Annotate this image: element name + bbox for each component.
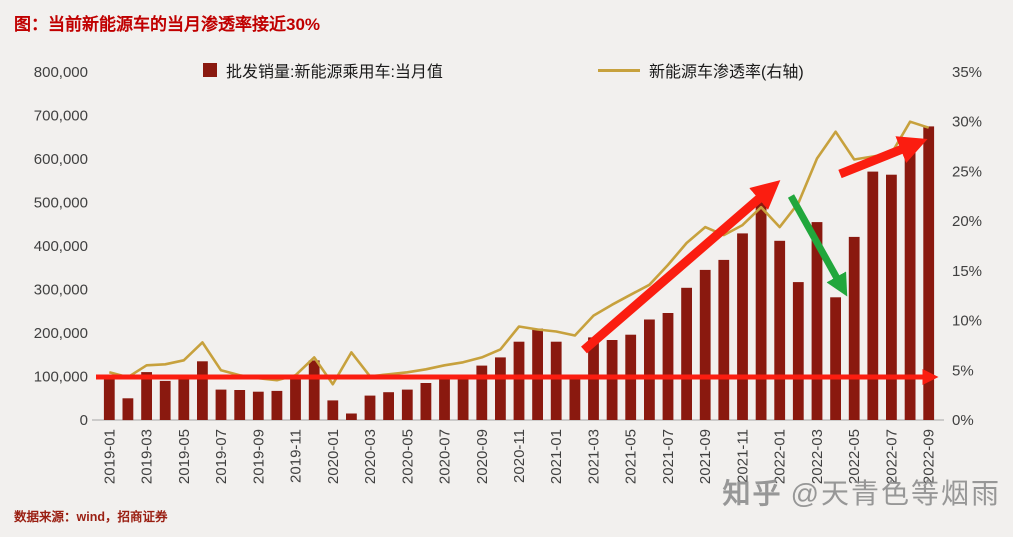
legend-item-line: 新能源车渗透率(右轴) <box>598 58 804 82</box>
svg-text:2020-09: 2020-09 <box>474 429 491 484</box>
svg-text:2022-07: 2022-07 <box>883 429 900 484</box>
svg-text:300,000: 300,000 <box>34 282 88 299</box>
watermark: 知乎 @天青色等烟雨 <box>723 472 1001 512</box>
page-title: 图：当前新能源车的当月渗透率接近30% <box>14 15 321 34</box>
svg-text:2022-09: 2022-09 <box>921 429 938 484</box>
svg-text:2020-03: 2020-03 <box>362 429 379 484</box>
svg-text:600,000: 600,000 <box>34 151 88 168</box>
uptrend-arrow-2 <box>838 136 928 179</box>
downtrend-arrow <box>787 194 848 297</box>
svg-text:2022-03: 2022-03 <box>809 429 826 484</box>
svg-text:0%: 0% <box>952 412 974 429</box>
svg-text:2019-11: 2019-11 <box>288 429 305 483</box>
bar-series-swatch <box>203 63 217 77</box>
svg-text:35%: 35% <box>952 64 982 81</box>
svg-text:2019-07: 2019-07 <box>213 429 230 484</box>
svg-text:10%: 10% <box>952 313 982 330</box>
svg-text:0: 0 <box>80 412 88 429</box>
svg-text:2020-11: 2020-11 <box>511 429 528 483</box>
annotation-arrows <box>96 136 939 385</box>
svg-text:2021-05: 2021-05 <box>623 429 640 484</box>
svg-text:2022-01: 2022-01 <box>772 429 789 484</box>
svg-text:2021-07: 2021-07 <box>660 429 677 484</box>
svg-text:25%: 25% <box>952 163 982 180</box>
svg-text:400,000: 400,000 <box>34 238 88 255</box>
legend-bar-label: 批发销量:新能源乘用车:当月值 <box>226 64 443 81</box>
svg-text:2021-03: 2021-03 <box>585 429 602 484</box>
svg-text:2021-09: 2021-09 <box>697 429 714 484</box>
svg-text:5%: 5% <box>952 362 974 379</box>
svg-text:15%: 15% <box>952 263 982 280</box>
source-note: 数据来源：wind，招商证券 <box>14 510 168 524</box>
svg-text:2019-03: 2019-03 <box>139 429 156 484</box>
svg-text:200,000: 200,000 <box>34 325 88 342</box>
line-series-swatch <box>598 68 640 72</box>
watermark-handle: @天青色等烟雨 <box>790 478 1001 509</box>
svg-text:20%: 20% <box>952 213 982 230</box>
right-axis-labels: 0% 5% 10% 15% 20% 25% 30% 35% <box>952 64 982 429</box>
svg-text:30%: 30% <box>952 114 982 131</box>
legend-item-bars: 批发销量:新能源乘用车:当月值 <box>203 58 443 82</box>
svg-text:700,000: 700,000 <box>34 108 88 125</box>
svg-text:2020-01: 2020-01 <box>325 429 342 484</box>
svg-text:2019-05: 2019-05 <box>176 429 193 484</box>
bar-series <box>103 126 935 421</box>
svg-text:2021-01: 2021-01 <box>548 429 565 484</box>
svg-text:500,000: 500,000 <box>34 195 88 212</box>
x-axis-labels: 2019-01 2019-03 2019-05 2019-07 2019-09 2019-… <box>101 429 937 484</box>
svg-text:2020-05: 2020-05 <box>399 429 416 484</box>
zhihu-logo-text: 知乎 <box>722 478 783 509</box>
legend-line-label: 新能源车渗透率(右轴) <box>649 64 804 81</box>
svg-text:2021-11: 2021-11 <box>734 429 751 483</box>
svg-text:2019-09: 2019-09 <box>250 429 267 484</box>
svg-text:2019-01: 2019-01 <box>101 429 118 484</box>
svg-text:100,000: 100,000 <box>34 369 88 386</box>
svg-text:2022-05: 2022-05 <box>846 429 863 484</box>
uptrend-arrow-1 <box>581 180 781 354</box>
svg-text:800,000: 800,000 <box>34 64 88 81</box>
svg-text:2020-07: 2020-07 <box>437 429 454 484</box>
left-axis-labels: 0 100,000 200,000 300,000 400,000 500,000 600,… <box>34 64 88 429</box>
